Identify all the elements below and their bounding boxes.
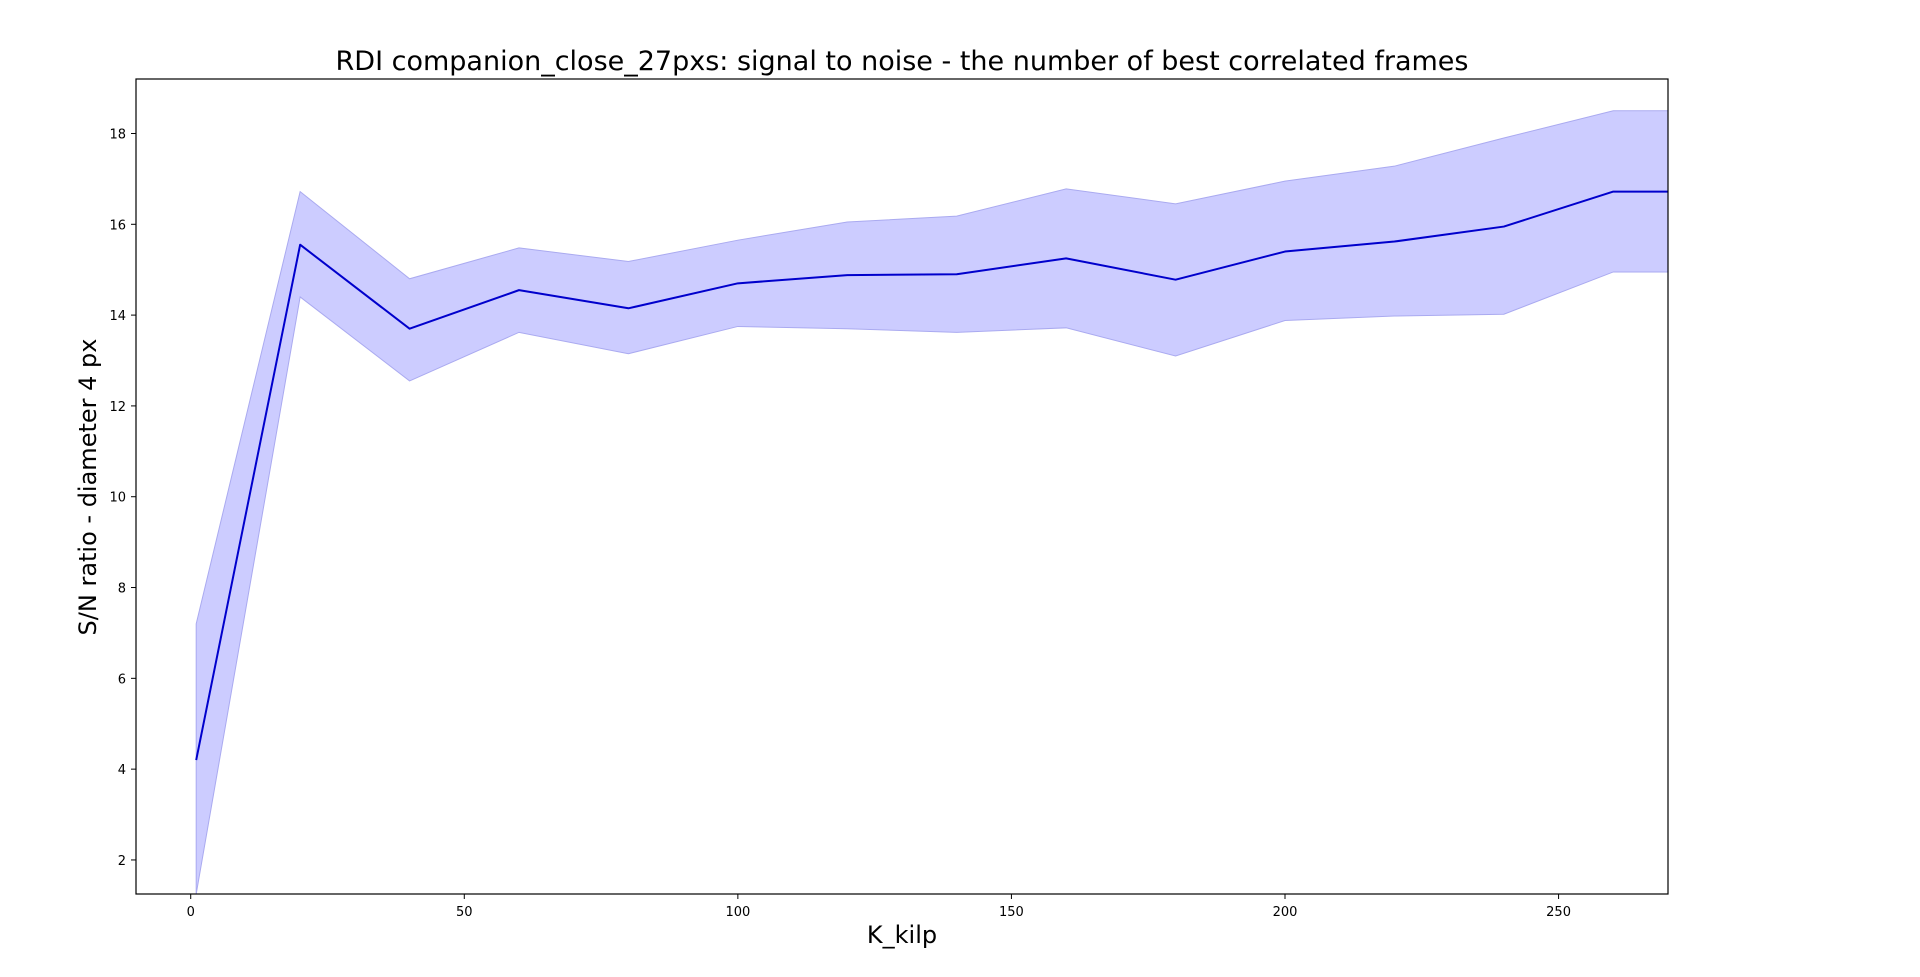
- data-point: [409, 328, 411, 330]
- y-axis-ticks: 2 4 6 8 10 12 14 16 18: [109, 127, 136, 869]
- data-point: [627, 307, 629, 309]
- data-point: [1503, 226, 1505, 228]
- chart-title: RDI companion_close_27pxs: signal to noi…: [336, 46, 1469, 77]
- y-axis-label: S/N ratio - diameter 4 px: [74, 339, 102, 636]
- y-tick-label: 16: [109, 218, 126, 233]
- series-line-layer: [195, 190, 1668, 761]
- x-axis-label: K_kilp: [867, 921, 937, 949]
- x-tick-label: 250: [1546, 905, 1571, 920]
- series-line: [195, 190, 1668, 761]
- y-tick-label: 10: [109, 491, 126, 506]
- x-tick-label: 150: [999, 905, 1024, 920]
- y-tick-label: 2: [118, 854, 126, 869]
- data-point: [1393, 241, 1395, 243]
- x-tick-label: 50: [456, 905, 473, 920]
- x-axis-ticks: 0 50 100 150 200 250: [187, 894, 1571, 920]
- plot-area-frame: [135, 78, 1669, 895]
- y-tick-label: 8: [118, 582, 126, 597]
- y-tick-label: 12: [109, 400, 126, 415]
- y-tick-label: 4: [118, 763, 126, 778]
- data-point: [737, 282, 739, 284]
- data-point: [195, 759, 197, 761]
- data-point: [1284, 251, 1286, 253]
- data-point: [1065, 257, 1067, 259]
- data-point: [299, 244, 301, 246]
- y-tick-label: 6: [118, 672, 126, 687]
- data-point: [518, 289, 520, 291]
- y-tick-label: 18: [109, 127, 126, 142]
- y-tick-label: 14: [109, 309, 126, 324]
- data-point: [846, 274, 848, 276]
- x-tick-label: 0: [187, 905, 195, 920]
- data-point: [1175, 279, 1177, 281]
- data-point: [1612, 191, 1614, 193]
- data-point: [956, 273, 958, 275]
- x-tick-label: 100: [725, 905, 750, 920]
- x-tick-label: 200: [1273, 905, 1298, 920]
